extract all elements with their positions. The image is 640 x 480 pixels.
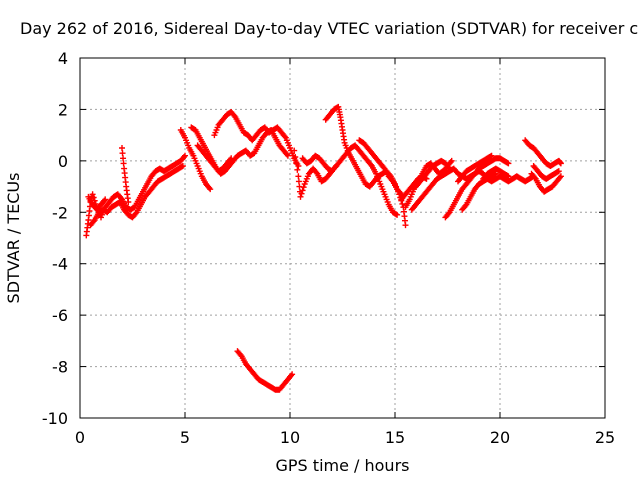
data-point [289,371,296,378]
data-point [284,152,291,159]
y-tick-label: 4 [58,49,68,68]
x-tick-label: 20 [490,428,510,447]
data-point [557,160,564,167]
data-point [90,194,97,201]
data-point [557,173,564,180]
data-point [445,164,452,171]
data-point [120,155,127,162]
plot-frame [79,57,606,419]
data-point [293,160,300,167]
data-point [299,187,306,194]
data-point [402,222,409,229]
data-point [90,218,97,225]
y-tick-label: 0 [58,152,68,171]
y-tick-label: 2 [58,100,68,119]
data-point [394,211,401,218]
data-point [179,163,186,169]
data-point [231,112,238,119]
data-point [505,160,512,167]
data-point [117,195,124,202]
data-point [101,197,108,204]
y-tick-label: -10 [42,409,68,428]
data-point [294,166,301,173]
data-point [182,152,188,159]
data-point [119,145,125,151]
x-tick-label: 5 [180,428,190,447]
x-tick-label: 10 [280,428,300,447]
data-point [207,186,214,193]
data-point [119,150,126,157]
axis-ticks: 0 5 10 15 20 25 -10 -8 -6 -4 -2 0 2 4 [42,49,615,447]
chart-title: Day 262 of 2016, Sidereal Day-to-day VTE… [20,19,638,38]
data-point [531,174,538,181]
grid-lines [80,58,605,418]
data-point [291,147,298,154]
data-point [488,152,495,159]
data-point [556,174,563,181]
data-point [237,352,244,358]
y-tick-label: -4 [52,255,68,274]
data-point [399,200,406,207]
data-point [180,154,187,160]
data-point [333,163,340,169]
data-point [295,173,302,180]
data-point [228,155,235,162]
data-point [281,133,288,140]
data-point [297,193,304,200]
data-point [206,184,213,191]
data-point [295,178,302,185]
data-point [505,173,512,180]
data-point [102,196,109,203]
x-tick-label: 25 [595,428,615,447]
data-point [288,372,295,379]
data-point [313,169,320,176]
data-point [388,177,395,184]
x-tick-label: 0 [75,428,85,447]
data-point [125,199,132,205]
y-axis-label: SDTVAR / TECUs [4,173,23,304]
data-point [446,165,453,172]
x-axis-label: GPS time / hours [276,456,410,475]
data-point [555,168,562,175]
y-tick-label: -2 [52,203,68,222]
data-point [367,161,374,168]
data-point [283,151,290,158]
data-point [89,191,96,198]
data-point [448,157,455,164]
data-point [227,156,234,163]
data-point [445,210,452,217]
data-marks [83,103,564,393]
data-point [447,159,454,166]
data-point [132,210,139,217]
data-point [292,154,299,160]
data-point [298,190,305,197]
data-point [300,184,307,191]
data-point [492,170,499,177]
data-point [332,164,339,171]
y-tick-label: -6 [52,306,68,325]
x-tick-label: 15 [385,428,405,447]
data-point [120,160,127,167]
data-point [397,190,404,196]
y-tick-label: -8 [52,358,68,377]
data-point [462,202,469,209]
data-point [380,164,387,171]
